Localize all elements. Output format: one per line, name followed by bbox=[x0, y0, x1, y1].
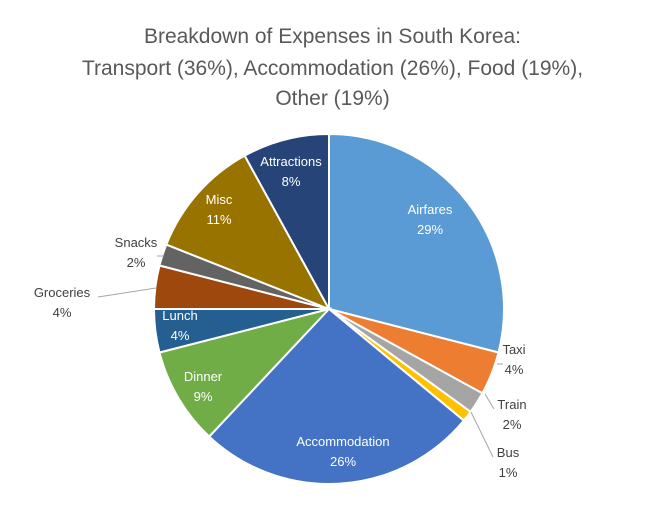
slice-label-lunch: Lunch bbox=[162, 308, 197, 323]
pie-slices bbox=[152, 132, 505, 486]
pie-slice-attractions bbox=[243, 132, 330, 310]
slice-value-bus: 1% bbox=[499, 465, 518, 480]
leader-line-bus bbox=[470, 411, 494, 458]
slice-value-misc: 11% bbox=[206, 212, 231, 227]
slice-label-taxi: Taxi bbox=[502, 342, 525, 357]
slice-value-dinner: 9% bbox=[194, 389, 213, 404]
slice-value-snacks: 2% bbox=[127, 255, 146, 270]
leader-line-train bbox=[484, 393, 495, 410]
chart-title-line-1: Breakdown of Expenses in South Korea: bbox=[143, 25, 522, 48]
slice-label-train: Train bbox=[497, 397, 526, 412]
slice-label-misc: Misc bbox=[206, 192, 233, 207]
slice-label-accommodation: Accommodation bbox=[296, 434, 389, 449]
slice-label-groceries: Groceries bbox=[34, 285, 91, 300]
leader-lines bbox=[97, 255, 503, 458]
slice-value-airfares: 29% bbox=[417, 222, 443, 237]
slice-value-groceries: 4% bbox=[53, 305, 72, 320]
slice-value-taxi: 4% bbox=[505, 362, 524, 377]
slice-label-dinner: Dinner bbox=[184, 369, 223, 384]
slice-value-attractions: 8% bbox=[282, 174, 301, 189]
slice-label-snacks: Snacks bbox=[115, 235, 158, 250]
slice-label-bus: Bus bbox=[497, 445, 520, 460]
pie-slice-misc bbox=[164, 154, 332, 311]
slice-value-lunch: 4% bbox=[171, 328, 190, 343]
leader-line-groceries bbox=[97, 287, 157, 298]
slice-label-airfares: Airfares bbox=[408, 202, 453, 217]
pie-slice-airfares bbox=[328, 132, 505, 354]
slice-value-accommodation: 26% bbox=[330, 454, 356, 469]
slice-label-attractions: Attractions bbox=[260, 154, 322, 169]
pie-slice-dinner bbox=[158, 307, 333, 438]
chart-title-line-3: Other (19%) bbox=[275, 87, 390, 110]
slice-labels: Airfares 29% Taxi 4% Train 2% Bus 1% Accommodati… bbox=[34, 154, 527, 480]
slice-value-train: 2% bbox=[503, 417, 522, 432]
pie-slice-accommodation bbox=[207, 307, 466, 486]
chart-title-line-2: Transport (36%), Accommodation (26%), Fo… bbox=[81, 57, 584, 80]
